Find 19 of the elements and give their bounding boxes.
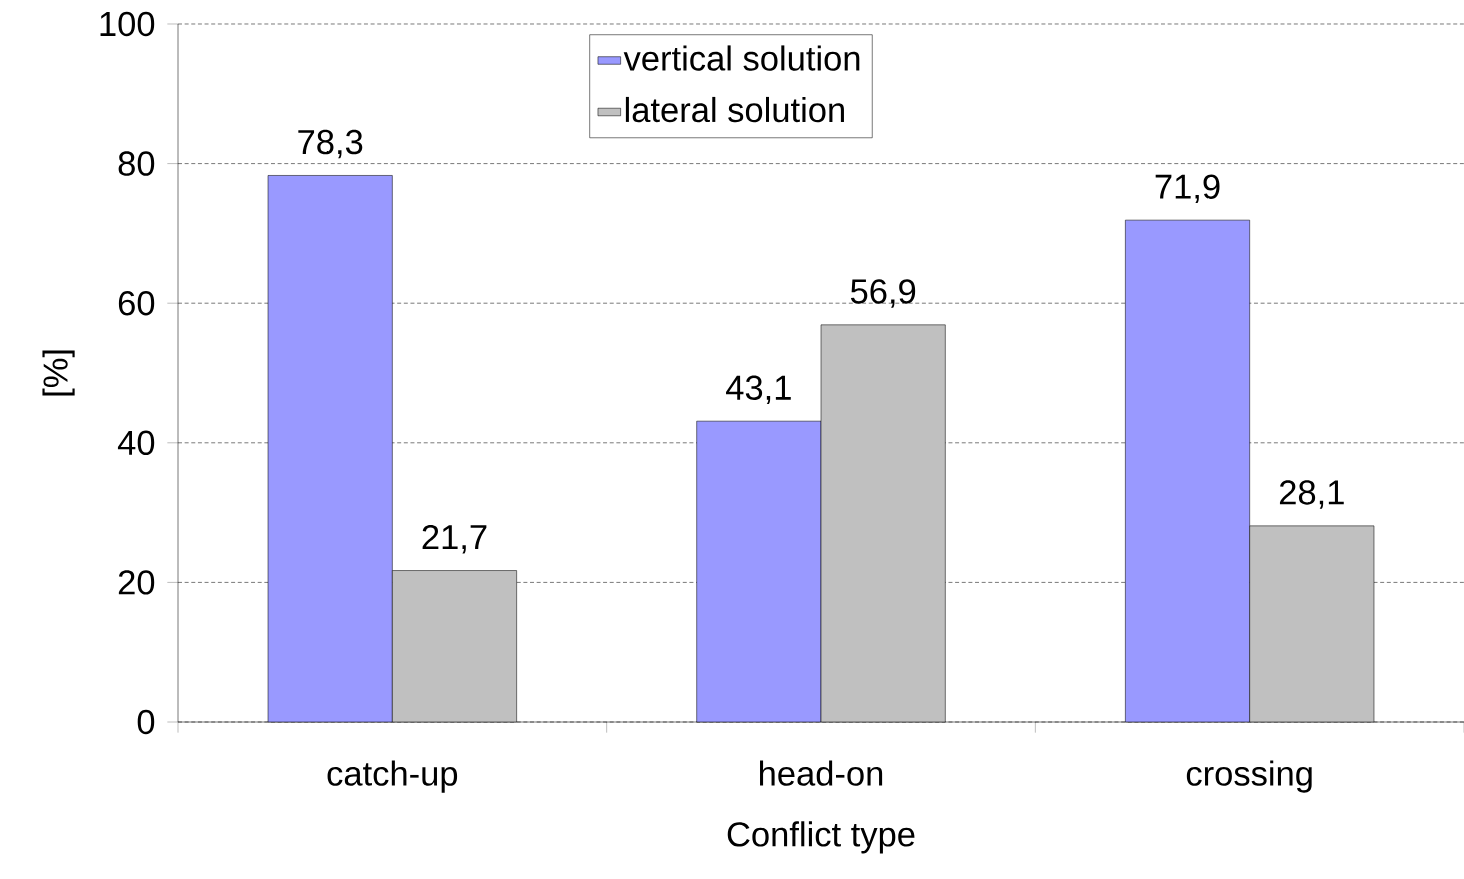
y-tick-label: 60 — [118, 290, 155, 316]
y-tick-label: 20 — [118, 570, 155, 595]
data-label: 21,7 — [422, 524, 487, 554]
y-tick-label: 80 — [118, 151, 155, 176]
data-label: 78,3 — [298, 129, 363, 159]
y-tick-label: 100 — [100, 11, 155, 37]
y-tick-label: 40 — [117, 430, 155, 456]
data-label: 28,1 — [1279, 480, 1344, 509]
legend-label: lateral solution — [625, 96, 844, 123]
x-axis-title: Conflict type — [727, 821, 915, 854]
x-tick-label: head-on — [760, 760, 883, 786]
data-label: 56,9 — [850, 279, 916, 308]
data-label: 43,1 — [726, 375, 791, 405]
y-tick-label: 0 — [137, 709, 155, 735]
data-label: 71,9 — [1155, 174, 1220, 204]
x-tick-label: crossing — [1186, 760, 1312, 793]
x-tick-label: catch-up — [327, 760, 458, 793]
y-axis-title: [%] — [42, 350, 75, 396]
legend-label: vertical solution — [623, 45, 860, 71]
